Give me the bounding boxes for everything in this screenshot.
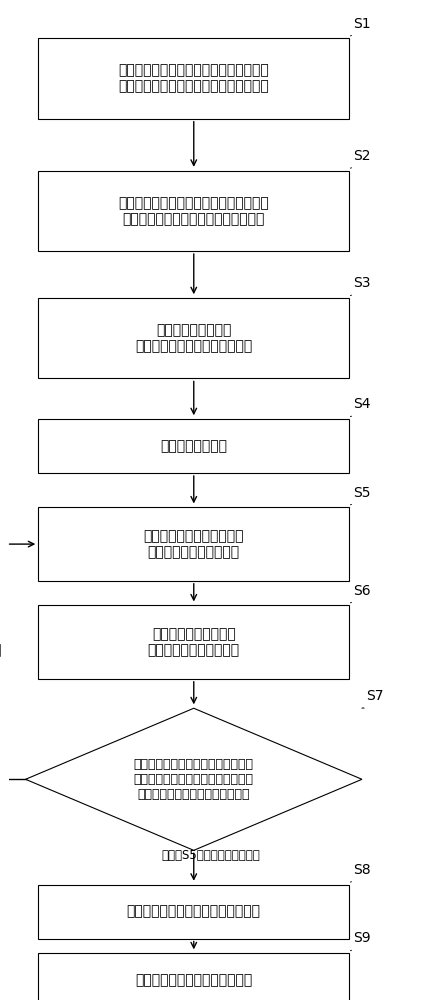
Text: S1: S1 [353, 17, 371, 31]
Text: 判断所有保留下来的次用户组合中的
多次用户根据计算的预计支付是否已
经固定在保留下来的次用户组合中: 判断所有保留下来的次用户组合中的 多次用户根据计算的预计支付是否已 经固定在保留… [134, 758, 254, 801]
FancyBboxPatch shape [38, 171, 350, 251]
Text: 主用户公布处于空闲的无线网络频段号、
频段最低销售阈值和频段的最低销售价格: 主用户公布处于空闲的无线网络频段号、 频段最低销售阈值和频段的最低销售价格 [118, 63, 269, 94]
Text: 出价总和最高的次用户组合获胜: 出价总和最高的次用户组合获胜 [135, 973, 252, 987]
FancyBboxPatch shape [38, 953, 350, 1000]
Text: S6: S6 [353, 584, 371, 598]
Text: 主用户计算所有满足
频段最低销售阈值的次用户组合: 主用户计算所有满足 频段最低销售阈值的次用户组合 [135, 323, 252, 353]
FancyBboxPatch shape [38, 298, 350, 378]
Text: 所有保留下来的次用户组合公开竞价: 所有保留下来的次用户组合公开竞价 [127, 905, 261, 919]
Text: 对次用户进行分类: 对次用户进行分类 [160, 439, 227, 453]
Text: 计算多次用户在自己的
次用户组合中的预计支付: 计算多次用户在自己的 次用户组合中的预计支付 [148, 627, 240, 657]
Text: 每个次用户向主用户申报需求的频段号，
主用户将频段号分别公布给每个次用户: 每个次用户向主用户申报需求的频段号， 主用户将频段号分别公布给每个次用户 [118, 196, 269, 226]
Text: S2: S2 [353, 149, 371, 163]
FancyBboxPatch shape [38, 507, 350, 581]
Text: 计算每个多次用户在自己的
次用户组合中的沙普利值: 计算每个多次用户在自己的 次用户组合中的沙普利值 [144, 529, 244, 559]
Text: S5: S5 [353, 486, 371, 500]
FancyBboxPatch shape [38, 419, 350, 473]
Text: S8: S8 [353, 863, 371, 877]
Text: S7: S7 [366, 689, 384, 703]
Text: S4: S4 [353, 397, 371, 411]
Text: 是或者S5已经执行了预设次数: 是或者S5已经执行了预设次数 [161, 849, 260, 862]
FancyBboxPatch shape [38, 605, 350, 679]
Text: S9: S9 [353, 931, 371, 945]
Text: S3: S3 [353, 276, 371, 290]
FancyBboxPatch shape [38, 38, 350, 119]
FancyBboxPatch shape [38, 885, 350, 939]
Polygon shape [25, 708, 362, 850]
